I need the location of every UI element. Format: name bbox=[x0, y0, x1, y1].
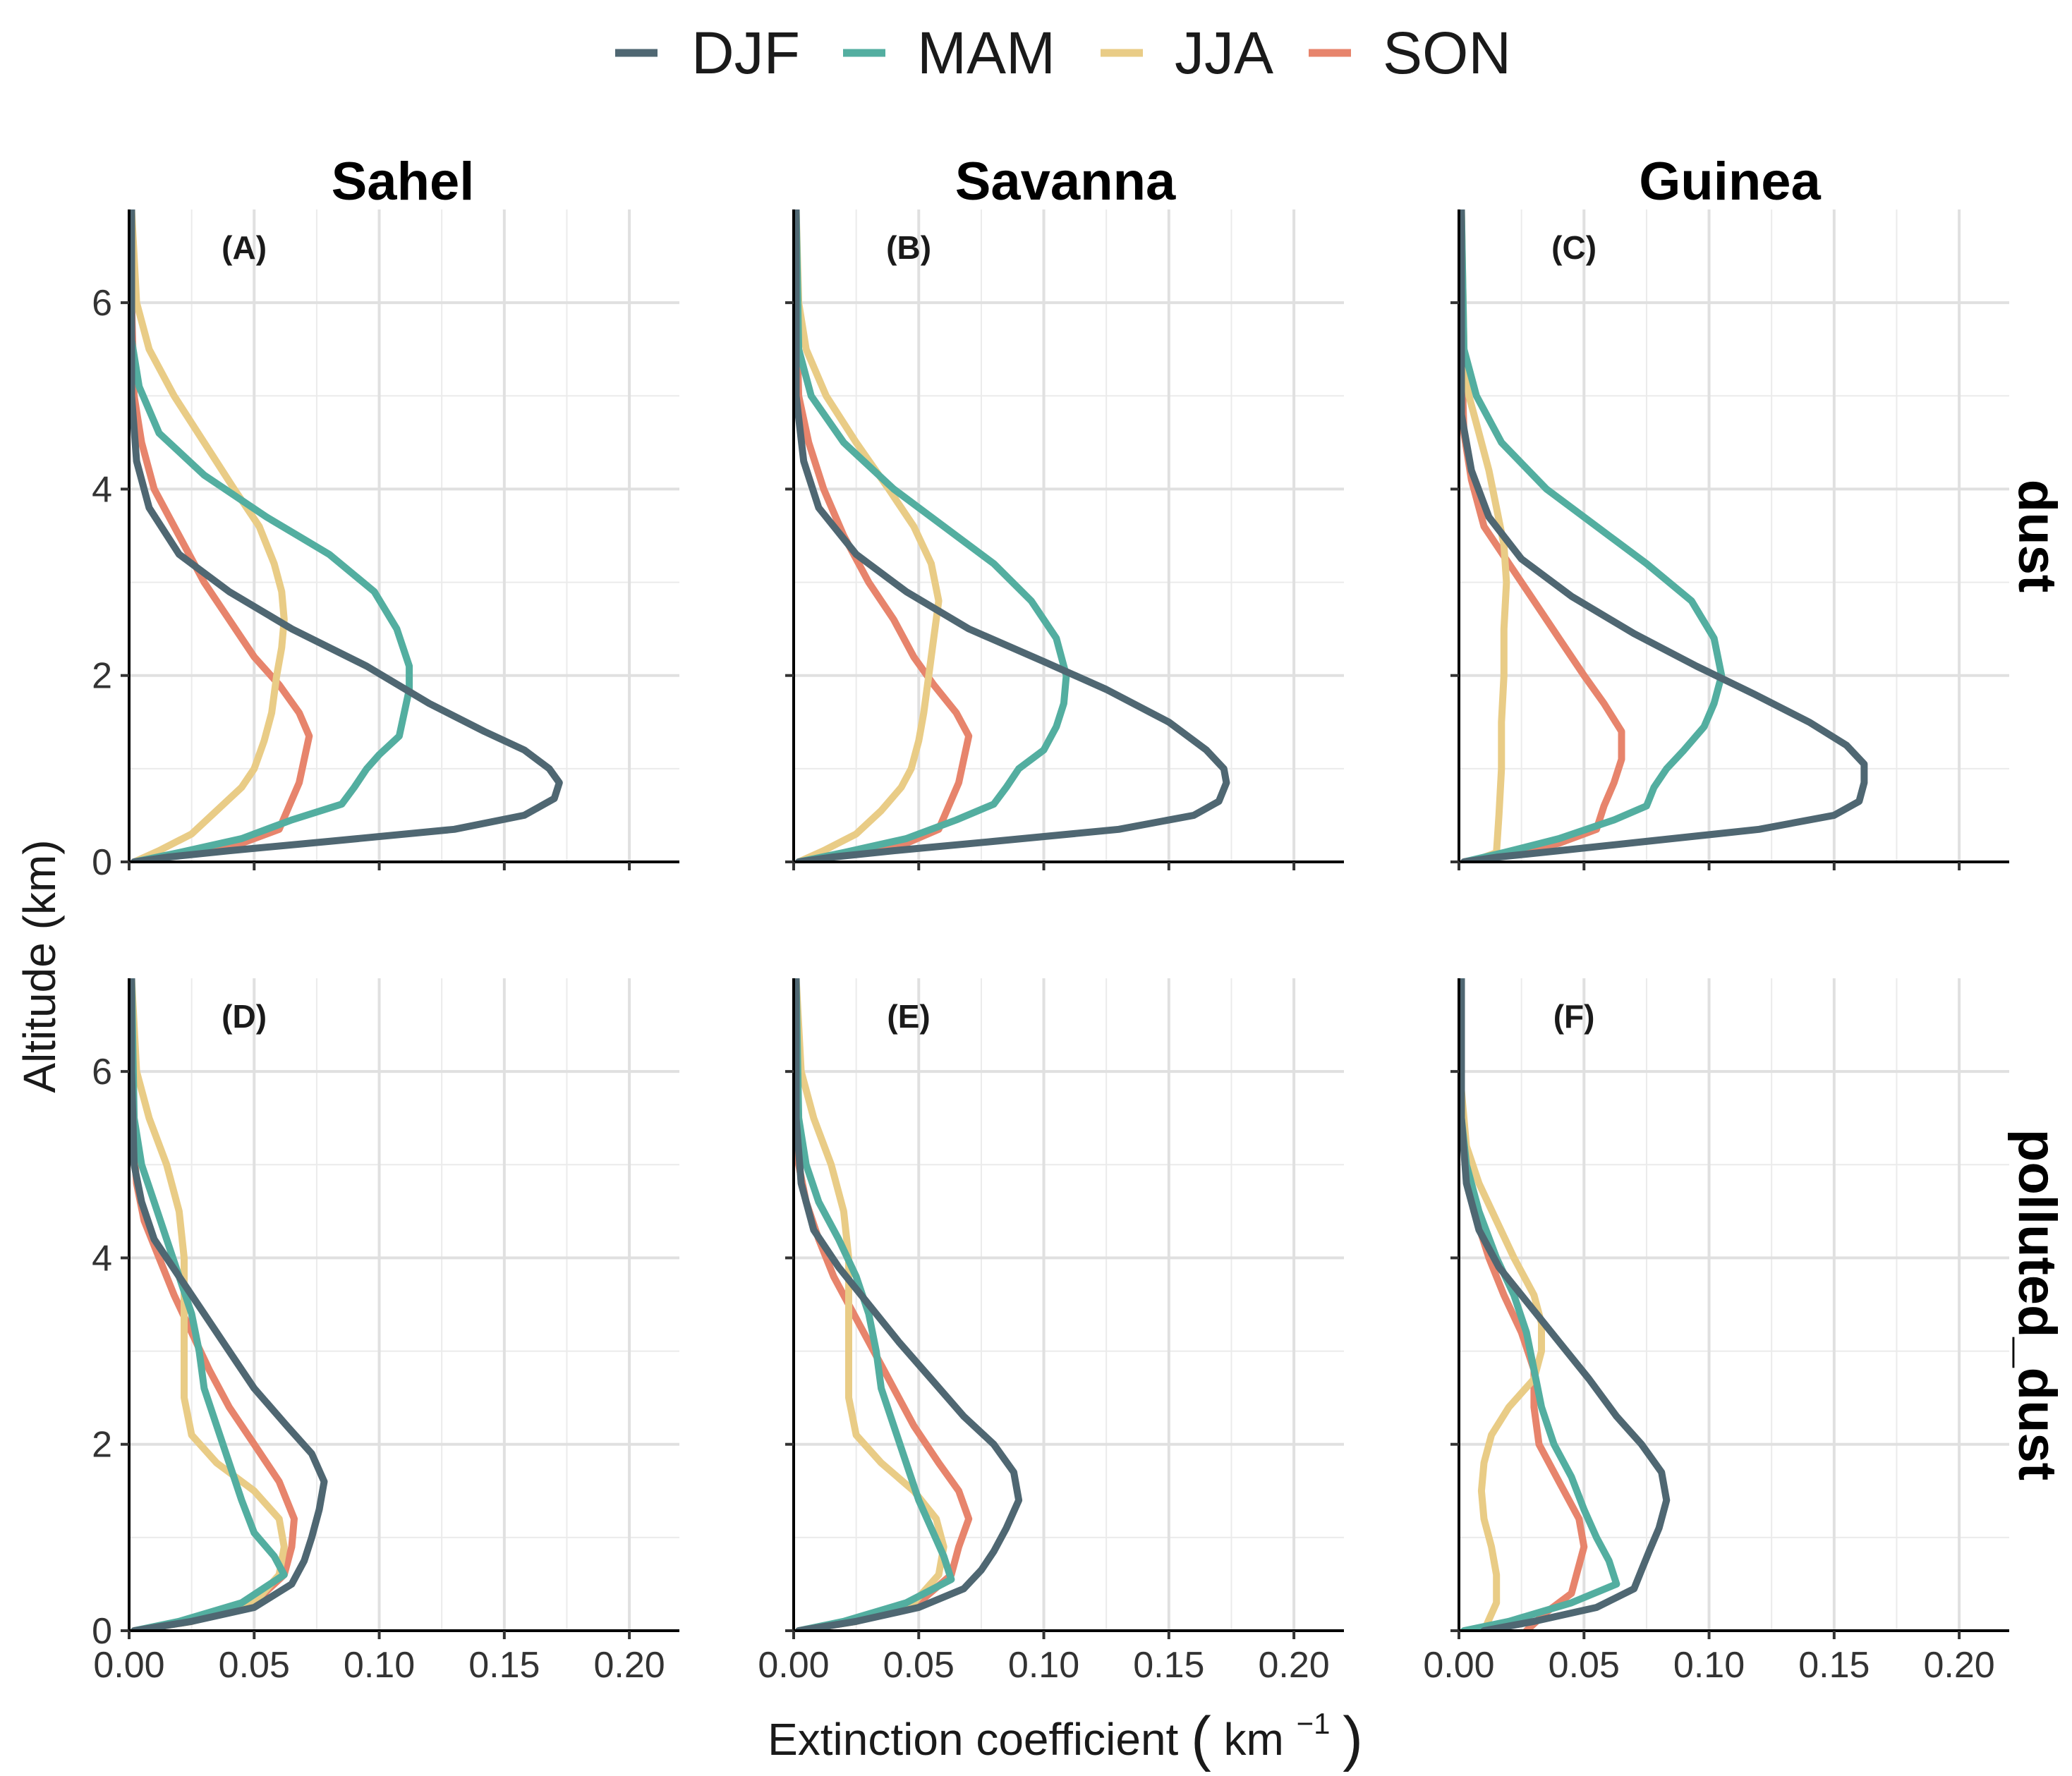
column-title-savanna: Savanna bbox=[955, 152, 1176, 212]
y-tick-label: 2 bbox=[92, 1425, 112, 1466]
series-line-son bbox=[129, 209, 313, 862]
y-tick-label: 4 bbox=[92, 1238, 112, 1279]
y-tick-label: 0 bbox=[92, 842, 112, 883]
x-axis-title: Extinction coefficient ( km −1 ) bbox=[768, 1693, 1363, 1772]
x-axis-title-unit-exponent: −1 bbox=[1297, 1707, 1331, 1740]
panel-c: (C) bbox=[1450, 209, 2009, 870]
y-axis-title: Altitude (km) bbox=[14, 839, 65, 1093]
x-axis-title-close-paren: ) bbox=[1343, 1705, 1363, 1772]
panel-label: (F) bbox=[1553, 998, 1595, 1035]
series-line-djf bbox=[129, 978, 328, 1631]
panel-a: 0 2 4 6 (A) bbox=[92, 209, 679, 883]
series-line-jja bbox=[1459, 209, 1510, 862]
series-group-b bbox=[794, 209, 1230, 862]
x-tick-label: 0.05 bbox=[883, 1645, 955, 1686]
panel-label: (B) bbox=[886, 229, 931, 266]
series-group-d bbox=[129, 978, 328, 1631]
legend-label-mam: MAM bbox=[917, 20, 1055, 86]
series-line-mam bbox=[1459, 209, 1726, 862]
x-tick-label: 0.05 bbox=[1549, 1645, 1620, 1686]
series-line-mam bbox=[794, 209, 1070, 862]
series-line-jja bbox=[794, 209, 943, 862]
series-group-e bbox=[794, 978, 1023, 1631]
y-tick-label: 0 bbox=[92, 1611, 112, 1652]
x-tick-label: 0.10 bbox=[1008, 1645, 1079, 1686]
series-line-djf bbox=[129, 209, 563, 862]
panel-d: 0 2 4 6 0.00 0.05 0.10 0.15 0.20 (D) bbox=[92, 978, 679, 1686]
series-line-mam bbox=[794, 978, 955, 1631]
legend: DJF MAM JJA SON bbox=[615, 20, 1511, 86]
x-tick-label: 0.05 bbox=[219, 1645, 290, 1686]
x-tick-label: 0.15 bbox=[468, 1645, 540, 1686]
y-tick-label: 2 bbox=[92, 656, 112, 697]
legend-item-mam: MAM bbox=[843, 20, 1055, 86]
panel-e: 0.00 0.05 0.10 0.15 0.20 (E) bbox=[758, 978, 1344, 1686]
series-line-djf bbox=[794, 209, 1230, 862]
x-tick-label: 0.00 bbox=[1423, 1645, 1494, 1686]
series-line-mam bbox=[129, 978, 288, 1631]
panel-label: (C) bbox=[1551, 229, 1597, 266]
series-line-djf bbox=[1459, 978, 1671, 1631]
x-tick-label: 0.10 bbox=[344, 1645, 415, 1686]
column-title-sahel: Sahel bbox=[332, 152, 475, 212]
x-tick-label: 0.00 bbox=[93, 1645, 164, 1686]
series-line-jja bbox=[794, 978, 947, 1631]
x-axis-title-unit: km bbox=[1224, 1714, 1284, 1765]
x-tick-label: 0.00 bbox=[758, 1645, 829, 1686]
x-axis-title-text: Extinction coefficient bbox=[768, 1714, 1178, 1765]
legend-label-jja: JJA bbox=[1175, 20, 1273, 86]
x-axis-title-open-paren: ( bbox=[1191, 1705, 1211, 1772]
legend-item-djf: DJF bbox=[615, 20, 800, 86]
panel-label: (D) bbox=[222, 998, 267, 1035]
legend-label-son: SON bbox=[1383, 20, 1511, 86]
series-line-djf bbox=[1459, 209, 1868, 862]
series-group-f bbox=[1459, 978, 1671, 1631]
series-group-a bbox=[129, 209, 563, 862]
legend-label-djf: DJF bbox=[691, 20, 800, 86]
x-tick-label: 0.20 bbox=[593, 1645, 665, 1686]
panel-b: (B) bbox=[785, 209, 1344, 870]
y-tick-label: 6 bbox=[92, 1052, 112, 1093]
panel-label: (E) bbox=[887, 998, 930, 1035]
panel-f: 0.00 0.05 0.10 0.15 0.20 (F) bbox=[1423, 978, 2009, 1686]
panel-label: (A) bbox=[222, 229, 267, 266]
series-line-mam bbox=[1459, 978, 1620, 1631]
row-title-polluted-dust: polluted_dust bbox=[2007, 1129, 2067, 1480]
panels: 0 2 4 6 (A) (B) (C) 0 2 4 6 0.00 0.05 0.10 0.15 0.20 (D)… bbox=[92, 209, 2009, 1686]
series-group-c bbox=[1459, 209, 1868, 862]
legend-item-jja: JJA bbox=[1101, 20, 1273, 86]
column-title-guinea: Guinea bbox=[1639, 152, 1821, 212]
series-line-jja bbox=[129, 209, 288, 862]
x-tick-label: 0.20 bbox=[1258, 1645, 1329, 1686]
x-tick-label: 0.15 bbox=[1798, 1645, 1870, 1686]
y-tick-label: 6 bbox=[92, 283, 112, 324]
x-tick-label: 0.20 bbox=[1923, 1645, 1994, 1686]
x-tick-label: 0.10 bbox=[1673, 1645, 1745, 1686]
series-line-djf bbox=[794, 978, 1023, 1631]
legend-item-son: SON bbox=[1309, 20, 1511, 86]
y-tick-label: 4 bbox=[92, 469, 112, 510]
x-tick-label: 0.15 bbox=[1133, 1645, 1204, 1686]
row-title-dust: dust bbox=[2007, 480, 2067, 592]
